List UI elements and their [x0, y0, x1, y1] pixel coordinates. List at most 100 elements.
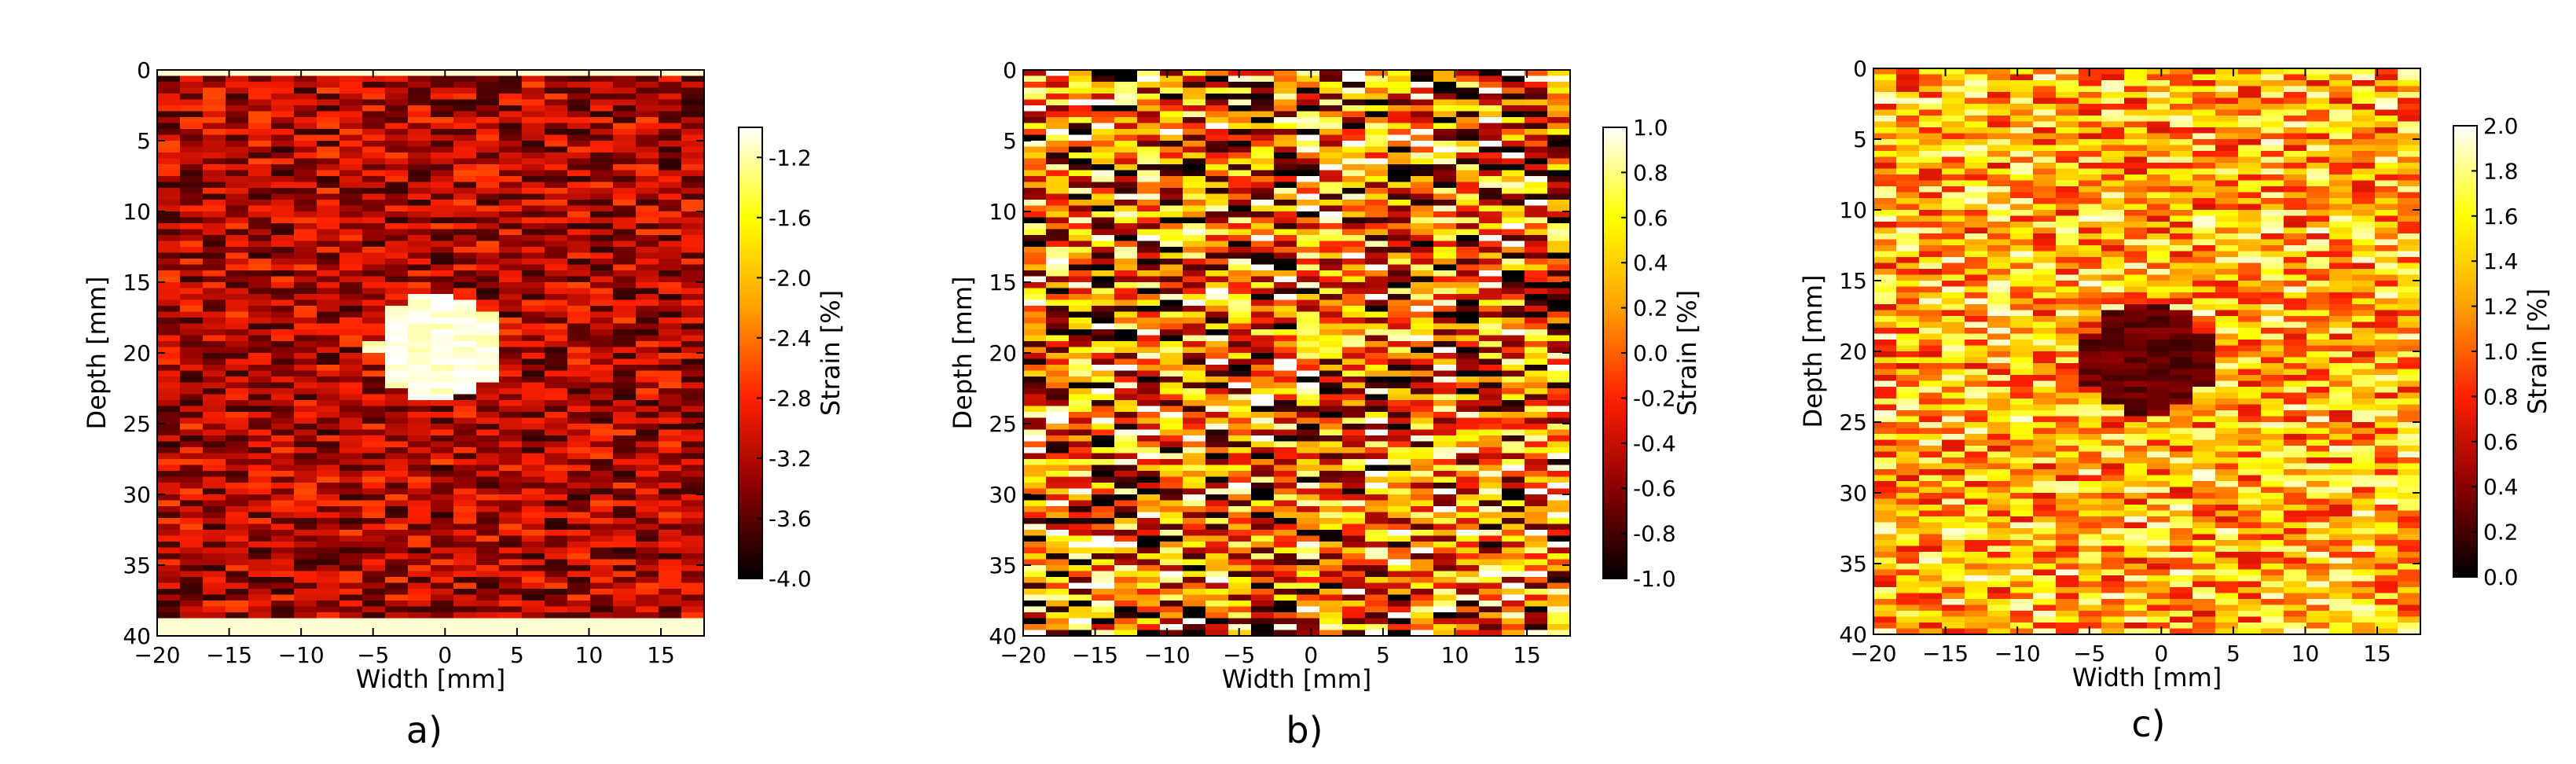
heatmap-cell	[1365, 565, 1389, 572]
heatmap-cell	[362, 630, 386, 637]
heatmap-cell	[1365, 594, 1389, 601]
heatmap-cell	[1433, 99, 1457, 106]
heatmap-cell	[1479, 176, 1503, 183]
y-tick-label: 40	[123, 623, 151, 649]
heatmap-cell	[408, 618, 431, 625]
heatmap-cell	[567, 70, 591, 77]
heatmap-cell	[317, 223, 340, 230]
heatmap-cell	[1137, 123, 1161, 130]
heatmap-cell	[2010, 68, 2034, 75]
heatmap-cell	[1319, 182, 1343, 189]
heatmap-cell	[339, 365, 363, 372]
heatmap-cell	[453, 447, 477, 454]
heatmap-cell	[1525, 488, 1548, 495]
heatmap-cell	[1319, 353, 1343, 360]
heatmap-cell	[681, 365, 705, 372]
heatmap-cell	[1987, 68, 2011, 75]
heatmap-cell	[453, 335, 477, 342]
heatmap-cell	[226, 182, 249, 189]
heatmap-cell	[1388, 571, 1411, 578]
heatmap-cell	[385, 311, 409, 318]
heatmap-cell	[476, 158, 500, 165]
heatmap-cell	[1547, 306, 1571, 313]
heatmap-cell	[499, 376, 523, 384]
heatmap-cell	[385, 217, 409, 224]
heatmap-cell	[294, 152, 317, 160]
heatmap-cell	[1456, 205, 1480, 212]
heatmap-cell	[1547, 512, 1571, 519]
heatmap-cell	[1023, 429, 1047, 436]
heatmap-cell	[362, 223, 386, 230]
heatmap-cell	[1479, 146, 1503, 153]
heatmap-cell	[180, 306, 204, 313]
heatmap-cell	[476, 577, 500, 584]
heatmap-cell	[1183, 465, 1206, 472]
heatmap-cell	[1046, 259, 1070, 266]
heatmap-cell	[203, 282, 226, 289]
heatmap-cell	[1274, 182, 1297, 189]
heatmap-cell	[248, 471, 272, 478]
heatmap-cell	[1297, 412, 1320, 419]
heatmap-cell	[1502, 506, 1525, 513]
heatmap-cell	[2398, 116, 2421, 123]
heatmap-cell	[385, 589, 409, 596]
heatmap-cell	[567, 565, 591, 572]
heatmap-cell	[522, 217, 545, 224]
heatmap-cell	[545, 205, 568, 212]
heatmap-cell	[2375, 74, 2398, 81]
heatmap-cell	[226, 164, 249, 171]
heatmap-cell	[1023, 412, 1047, 419]
heatmap-cell	[431, 376, 454, 384]
heatmap-cell	[1319, 630, 1343, 637]
heatmap-cell	[1114, 229, 1138, 236]
heatmap-cell	[1092, 553, 1115, 560]
heatmap-cell	[1274, 523, 1297, 531]
heatmap-cell	[1069, 394, 1092, 401]
heatmap-cell	[248, 294, 272, 301]
heatmap-cell	[1274, 188, 1297, 195]
heatmap-cell	[1411, 530, 1434, 537]
heatmap-cell	[567, 235, 591, 242]
heatmap-cell	[1046, 299, 1070, 307]
heatmap-cell	[2375, 97, 2398, 105]
heatmap-cell	[567, 577, 591, 584]
heatmap-cell	[1274, 601, 1297, 608]
heatmap-cell	[180, 105, 204, 112]
heatmap-cell	[1525, 406, 1548, 413]
heatmap-cell	[1525, 530, 1548, 537]
heatmap-cell	[1411, 105, 1434, 112]
heatmap-cell	[1433, 483, 1457, 490]
heatmap-cell	[157, 441, 181, 448]
heatmap-cell	[453, 589, 477, 596]
heatmap-cell	[1274, 417, 1297, 424]
heatmap-cell	[2193, 80, 2216, 87]
heatmap-cell	[1411, 506, 1434, 513]
heatmap-cell	[1205, 518, 1229, 525]
heatmap-cell	[1023, 200, 1047, 207]
heatmap-cell	[203, 70, 226, 77]
heatmap-cell	[636, 565, 659, 572]
heatmap-cell	[1479, 435, 1503, 443]
heatmap-cell	[1114, 306, 1138, 313]
heatmap-cell	[1479, 471, 1503, 478]
heatmap-cell	[1525, 117, 1548, 124]
heatmap-cell	[1114, 358, 1138, 365]
heatmap-cell	[1092, 193, 1115, 200]
heatmap-cell	[453, 134, 477, 141]
heatmap-cell	[294, 577, 317, 584]
heatmap-cell	[1046, 241, 1070, 248]
heatmap-cell	[431, 259, 454, 266]
heatmap-cell	[362, 146, 386, 153]
heatmap-cell	[1183, 429, 1206, 436]
heatmap-cell	[2010, 104, 2034, 111]
heatmap-cell	[317, 247, 340, 254]
heatmap-cell	[226, 370, 249, 377]
heatmap-cell	[499, 459, 523, 466]
heatmap-cell	[1319, 299, 1343, 307]
heatmap-cell	[1092, 417, 1115, 424]
heatmap-cell	[1274, 347, 1297, 354]
heatmap-cell	[1319, 518, 1343, 525]
heatmap-cell	[453, 553, 477, 560]
heatmap-cell	[613, 252, 637, 259]
heatmap-cell	[1365, 358, 1389, 365]
